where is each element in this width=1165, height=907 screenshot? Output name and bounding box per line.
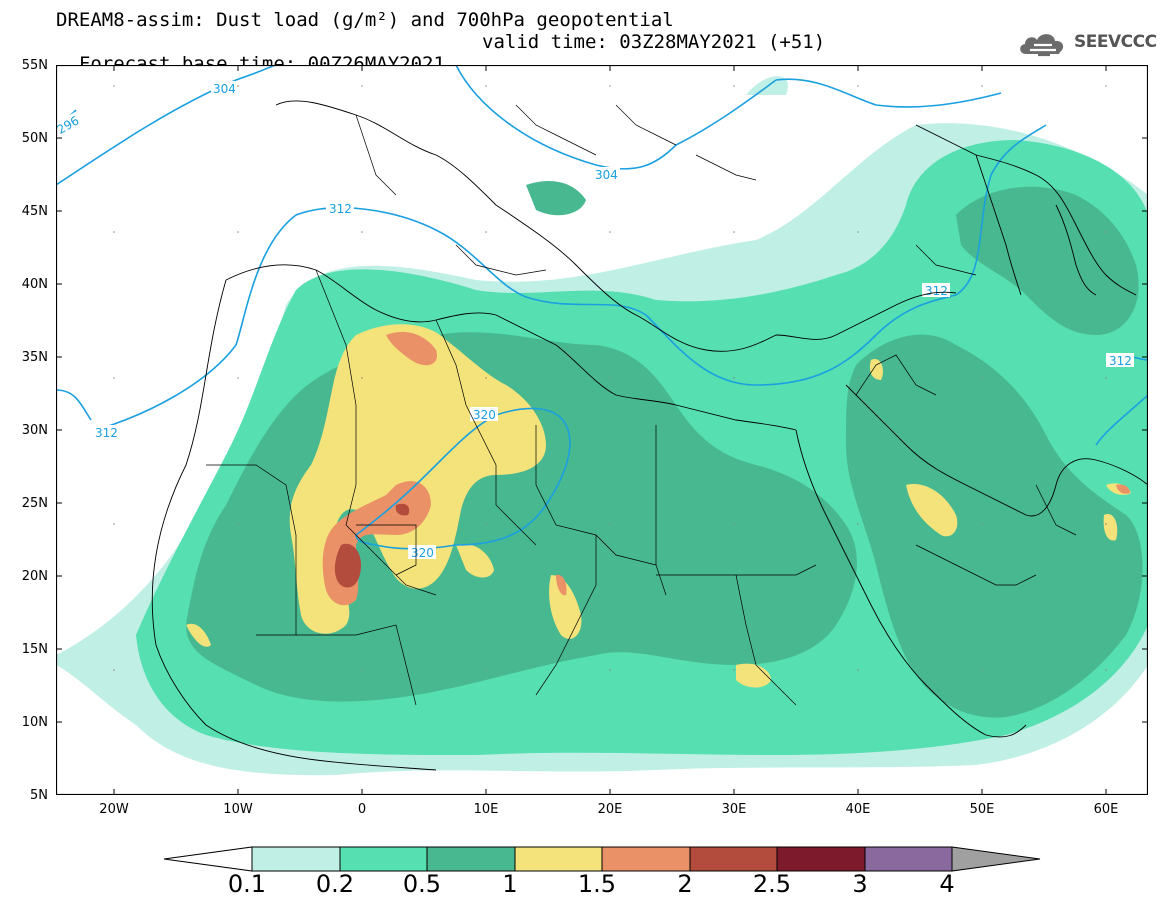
colorbar-segment (251, 846, 341, 872)
lat-lon-grid (113, 85, 1107, 671)
colorbar-low-arrow (163, 846, 253, 872)
colorbar-segment (689, 846, 778, 872)
lat-label: 20N (21, 569, 48, 584)
valid-time: valid time: 03Z28MAY2021 (+51) (482, 31, 826, 53)
dust-map: 304 296 304 312 312 312 320 320 312 (56, 65, 1148, 795)
coastlines (151, 100, 1148, 771)
colorbar-label: 0.2 (315, 870, 355, 898)
colorbar-segment (601, 846, 691, 872)
lon-label: 10W (223, 802, 253, 817)
geopotential-contours (56, 65, 1148, 550)
lon-label: 20W (99, 802, 129, 817)
lat-label: 30N (21, 423, 48, 438)
lon-label: 50E (969, 802, 995, 817)
lon-label: 10E (473, 802, 499, 817)
lon-label: 0 (357, 802, 367, 817)
colorbar-label: 0.5 (402, 870, 442, 898)
colorbar-segment (776, 846, 866, 872)
colorbar-high-arrow (951, 846, 1041, 872)
colorbar-label: 2.5 (752, 870, 792, 898)
colorbar (163, 846, 1041, 872)
colorbar-label: 3 (852, 870, 868, 898)
contour-label-bg (92, 425, 120, 439)
cloud-logo-icon (1020, 34, 1064, 57)
map-title: DREAM8-assim: Dust load (g/m²) and 700hP… (56, 9, 674, 31)
colorbar-label: 0.1 (227, 870, 267, 898)
contour-label: 312 (95, 426, 118, 440)
contour-label-bg (470, 407, 498, 421)
lat-label: 15N (21, 642, 48, 657)
contour-label-bg (1106, 353, 1134, 367)
lon-label: 60E (1093, 802, 1119, 817)
colorbar-label: 4 (939, 870, 955, 898)
colorbar-segment (514, 846, 603, 872)
colorbar-segment (864, 846, 953, 872)
lat-label: 25N (21, 496, 48, 511)
lon-label: 30E (721, 802, 747, 817)
lat-label: 5N (30, 788, 48, 803)
lat-label: 55N (21, 58, 48, 73)
country-borders (206, 104, 1077, 706)
colorbar-segment (339, 846, 428, 872)
contour-label-bg (326, 201, 354, 215)
lat-label: 45N (21, 204, 48, 219)
lon-label: 40E (845, 802, 871, 817)
contour-label: 312 (1109, 354, 1132, 368)
lat-label: 50N (21, 131, 48, 146)
dust-level-1 (186, 324, 1131, 688)
colorbar-label: 1.5 (577, 870, 617, 898)
contour-label: 320 (411, 546, 434, 560)
lat-label: 40N (21, 277, 48, 292)
contour-label-bg (592, 167, 620, 181)
contour-label: 304 (595, 168, 618, 182)
axis-ticks (56, 65, 1148, 795)
colorbar-segment (426, 846, 516, 872)
seevccc-logo: SEEVCCC (1016, 26, 1157, 60)
dust-level-2 (334, 503, 410, 588)
contour-label-group: 304 296 304 312 312 312 320 320 312 (56, 81, 1134, 560)
lat-label: 10N (21, 715, 48, 730)
logo-text: SEEVCCC (1074, 32, 1157, 52)
contour-label-bg (56, 111, 82, 137)
contour-label: 320 (473, 408, 496, 422)
lat-label: 35N (21, 350, 48, 365)
contour-label: 304 (213, 82, 236, 96)
contour-label-bg (408, 545, 436, 559)
contour-label-bg (211, 81, 235, 95)
contour-label: 312 (329, 202, 352, 216)
contour-label: 312 (925, 284, 948, 298)
colorbar-label: 1 (502, 870, 518, 898)
colorbar-label: 2 (677, 870, 693, 898)
lon-label: 20E (597, 802, 623, 817)
